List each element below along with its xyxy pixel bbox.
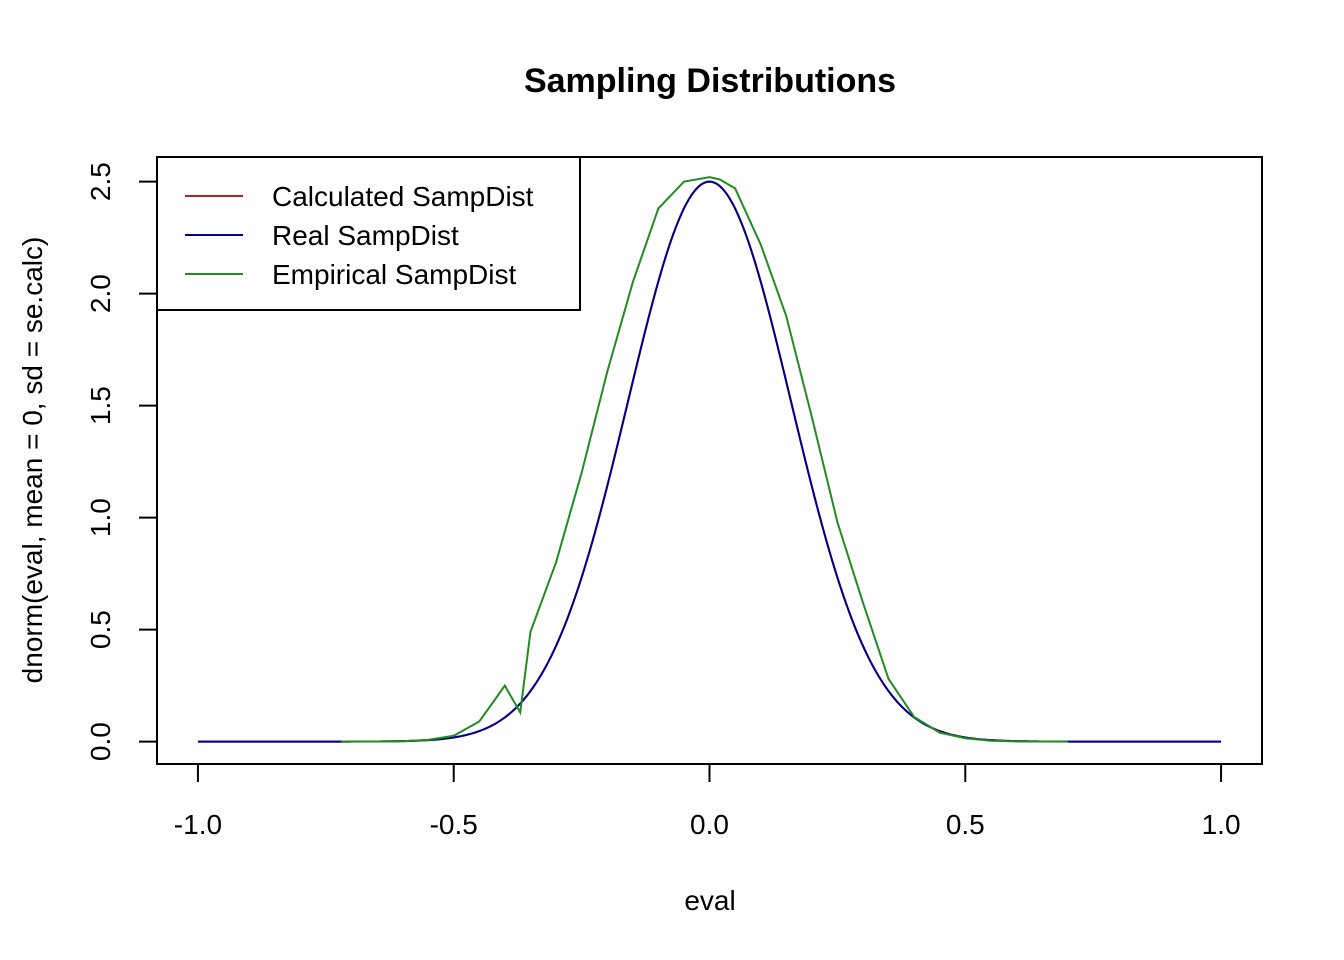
- legend-box: [156, 156, 581, 311]
- y-axis: 0.0 0.5 1.0 1.5 2.0 2.5: [85, 162, 158, 761]
- x-tick-label: -1.0: [174, 809, 222, 840]
- x-axis-label: eval: [684, 885, 735, 916]
- x-tick-label: -0.5: [430, 809, 478, 840]
- x-tick-label: 0.5: [946, 809, 985, 840]
- y-tick-label: 1.0: [85, 498, 116, 537]
- y-tick-label: 1.5: [85, 386, 116, 425]
- series-line-empirical-sampdist: [341, 176, 1068, 743]
- x-tick-label: 1.0: [1202, 809, 1241, 840]
- x-axis: -1.0 -0.5 0.0 0.5 1.0: [174, 763, 1241, 840]
- y-tick-label: 0.5: [85, 610, 116, 649]
- series-layer: [197, 176, 1222, 743]
- legend-label: Calculated SampDist: [272, 181, 534, 212]
- y-tick-label: 0.0: [85, 722, 116, 761]
- y-tick-label: 2.5: [85, 162, 116, 201]
- y-tick-label: 2.0: [85, 274, 116, 313]
- chart-title: Sampling Distributions: [524, 62, 896, 100]
- x-tick-label: 0.0: [690, 809, 729, 840]
- legend-label: Empirical SampDist: [272, 259, 516, 290]
- y-axis-label: dnorm(eval, mean = 0, sd = se.calc): [17, 237, 48, 684]
- legend: Calculated SampDist Real SampDist Empirica…: [156, 156, 581, 311]
- legend-label: Real SampDist: [272, 220, 459, 251]
